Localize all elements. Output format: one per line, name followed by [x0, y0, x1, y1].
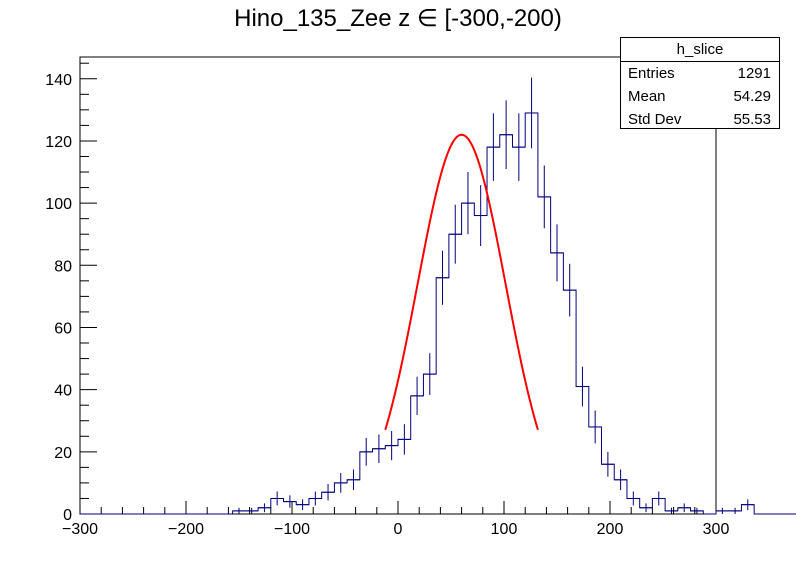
tick-labels: −300 −200 −100 0 100 200 300 0 20 40 60 80 100 120 140 — [45, 72, 729, 538]
chart-title: Hino_135_Zee z ∈ [-300,-200) — [234, 5, 562, 32]
histogram-outline — [80, 112, 796, 515]
stats-label: Entries — [628, 65, 675, 82]
stats-value: 55.53 — [733, 111, 771, 128]
x-tick-label: 300 — [703, 521, 730, 538]
stats-label: Std Dev — [628, 111, 682, 128]
y-tick-label: 80 — [54, 258, 72, 275]
histogram-bars — [80, 112, 796, 515]
stats-row-entries: Entries 1291 — [621, 62, 779, 85]
y-tick-label: 0 — [63, 507, 72, 524]
stats-title: h_slice — [621, 38, 779, 62]
stats-box: h_slice Entries 1291 Mean 54.29 Std Dev … — [620, 37, 780, 129]
x-tick-label: 200 — [597, 521, 624, 538]
stats-row-mean: Mean 54.29 — [621, 85, 779, 108]
y-tick-label: 100 — [45, 196, 72, 213]
fit-curve — [384, 133, 539, 431]
y-tick-label: 140 — [45, 72, 72, 89]
stats-label: Mean — [628, 88, 666, 105]
x-tick-label: 0 — [394, 521, 403, 538]
x-tick-label: −200 — [168, 521, 204, 538]
stats-value: 54.29 — [733, 88, 771, 105]
error-bars — [238, 77, 749, 514]
x-tick-label: 100 — [491, 521, 518, 538]
x-tick-label: −100 — [274, 521, 310, 538]
stats-row-stddev: Std Dev 55.53 — [621, 108, 779, 131]
stats-value: 1291 — [737, 65, 771, 82]
y-tick-label: 120 — [45, 134, 72, 151]
axis-ticks — [79, 62, 717, 515]
y-tick-label: 20 — [54, 445, 72, 462]
gaussian-fit — [384, 133, 539, 431]
y-tick-label: 60 — [54, 320, 72, 337]
x-tick-label: −300 — [62, 521, 98, 538]
y-tick-label: 40 — [54, 383, 72, 400]
